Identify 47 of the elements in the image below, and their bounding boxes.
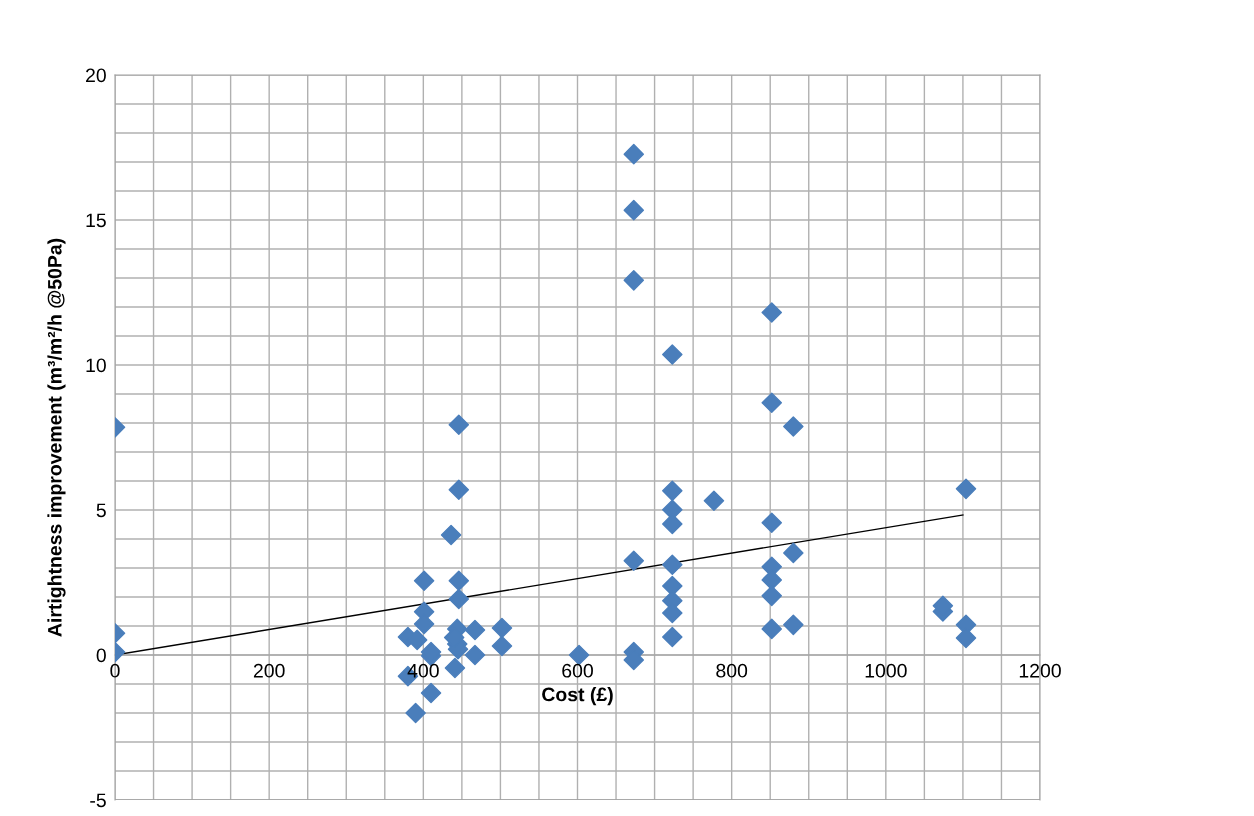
point — [703, 490, 725, 511]
x-tick-label: 200 — [253, 663, 285, 678]
point — [623, 550, 645, 572]
y-tick-label: 10 — [86, 358, 106, 373]
point — [420, 682, 442, 704]
point — [761, 512, 783, 534]
point — [761, 618, 783, 640]
point — [448, 570, 470, 592]
point — [662, 554, 683, 576]
point — [662, 626, 683, 648]
y-tick-label: 5 — [96, 503, 106, 518]
point — [448, 479, 470, 500]
point — [783, 542, 804, 564]
point — [761, 302, 783, 323]
y-tick-label: 20 — [86, 68, 106, 83]
y-tick-label: -5 — [90, 793, 106, 808]
point — [761, 392, 783, 413]
point — [448, 588, 470, 610]
x-tick-label: 800 — [716, 663, 748, 678]
x-tick-label: 600 — [562, 663, 593, 678]
point — [491, 635, 513, 657]
x-tick-label: 1000 — [865, 663, 907, 678]
point — [405, 702, 426, 724]
x-axis-title: Cost (£) — [542, 687, 613, 706]
point — [464, 644, 486, 666]
point — [448, 414, 470, 436]
y-tick-label: 15 — [86, 213, 106, 228]
point — [623, 199, 645, 221]
point — [623, 143, 645, 165]
point — [491, 617, 513, 639]
point — [440, 524, 462, 546]
point — [413, 570, 435, 592]
y-tick-label: 0 — [96, 648, 106, 663]
point — [783, 416, 804, 437]
x-tick-label: 1200 — [1019, 663, 1061, 678]
point — [444, 657, 466, 679]
point — [623, 270, 645, 291]
point — [761, 585, 783, 607]
point — [783, 614, 804, 636]
x-tick-label: 0 — [110, 663, 120, 678]
point — [464, 619, 486, 641]
point — [955, 478, 977, 500]
point — [662, 499, 683, 520]
point — [662, 480, 683, 502]
y-axis-title: Airtightness improvement (m³/m²/h @50Pa) — [47, 238, 66, 637]
point — [662, 513, 683, 535]
point — [662, 344, 683, 365]
